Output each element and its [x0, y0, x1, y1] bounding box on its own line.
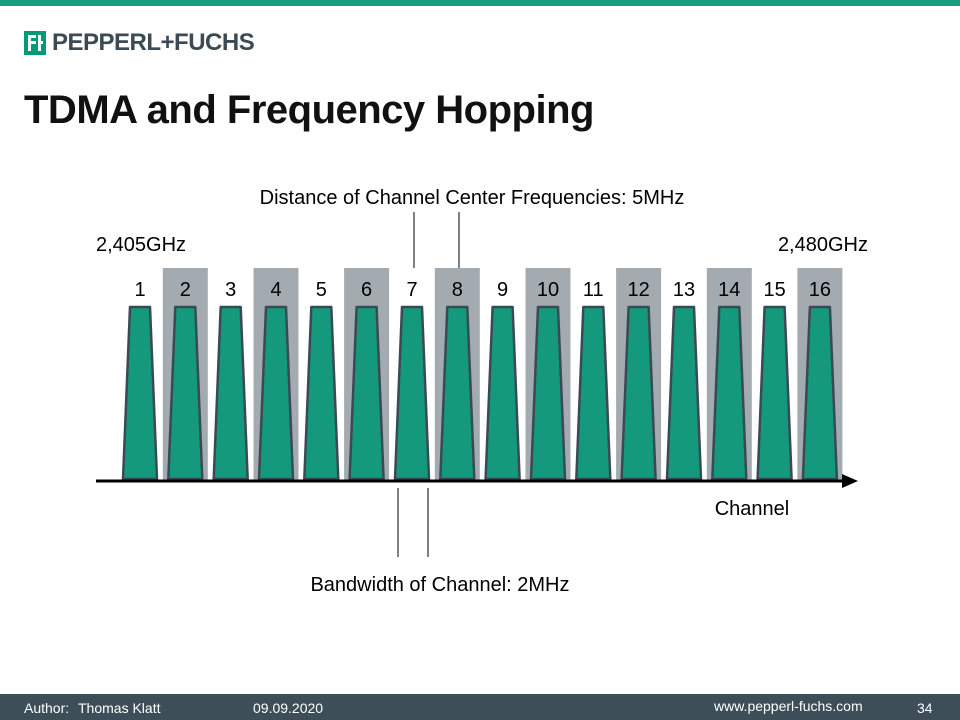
channel-10-shape [529, 305, 567, 481]
channel-number-8: 8 [452, 279, 463, 301]
channel-1-shape [121, 305, 159, 481]
channel-number-16: 16 [809, 279, 831, 301]
channel-number-9: 9 [497, 279, 508, 301]
bandwidth-label: Bandwidth of Channel: 2MHz [310, 574, 569, 596]
channel-5-shape [303, 305, 340, 481]
channel-3-shape [212, 305, 249, 481]
channel-number-13: 13 [673, 279, 695, 301]
logo-icon [24, 31, 46, 55]
channel-2-shape [167, 305, 204, 481]
author-name: Thomas Klatt [78, 700, 161, 716]
channel-number-14: 14 [718, 279, 740, 301]
channel-number-3: 3 [225, 279, 236, 301]
spacing-label: Distance of Channel Center Frequencies: … [260, 187, 685, 209]
company-logo: PEPPERL+FUCHS [24, 28, 255, 58]
channel-8-shape [439, 305, 476, 481]
channel-16-shape [801, 305, 839, 481]
page-title: TDMA and Frequency Hopping [24, 88, 594, 132]
channel-15-shape [756, 305, 793, 481]
channel-number-4: 4 [270, 279, 281, 301]
channel-number-12: 12 [627, 279, 649, 301]
channel-number-15: 15 [763, 279, 785, 301]
channel-9-shape [484, 305, 521, 481]
channel-6-shape [348, 305, 385, 481]
channel-number-6: 6 [361, 279, 372, 301]
channel-7-shape [393, 305, 431, 481]
frequency-channel-diagram: 1 2 3 4 5 6 7 8 9 10 11 12 13 14 15 16 Distance of Chan… [96, 187, 868, 596]
axis-arrowhead [842, 474, 858, 488]
start-frequency-label: 2,405GHz [96, 234, 186, 256]
channel-number-5: 5 [316, 279, 327, 301]
channel-11-shape [575, 305, 612, 481]
channel-number-10: 10 [537, 279, 559, 301]
channel-number-1: 1 [134, 279, 145, 301]
logo-text: PEPPERL+FUCHS [52, 29, 255, 56]
channel-14-shape [711, 305, 748, 481]
axis-label: Channel [715, 498, 790, 520]
footer-bar: Author: Thomas Klatt 09.09.2020 www.pepp… [0, 694, 960, 720]
channel-4-shape [257, 305, 295, 481]
end-frequency-label: 2,480GHz [778, 234, 868, 256]
channel-number-7: 7 [406, 279, 417, 301]
footer-date: 09.09.2020 [253, 700, 324, 716]
channel-13-shape [665, 305, 703, 481]
page-number: 34 [917, 700, 933, 716]
author-label: Author: [24, 700, 70, 716]
top-accent-bar [0, 0, 960, 6]
channel-12-shape [620, 305, 657, 481]
channel-number-2: 2 [180, 279, 191, 301]
channel-number-11: 11 [583, 279, 604, 301]
footer-url[interactable]: www.pepperl-fuchs.com [714, 698, 863, 714]
